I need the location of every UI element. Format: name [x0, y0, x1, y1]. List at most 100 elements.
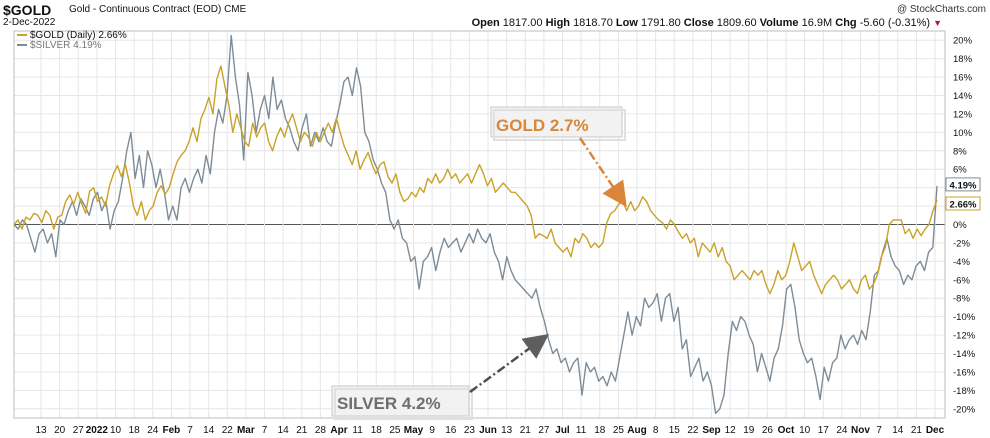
x-tick-label: 15	[669, 425, 681, 436]
stat-label-low: Low	[615, 17, 641, 29]
x-tick-label: 24	[147, 425, 159, 436]
stat-label-close: Close	[683, 17, 717, 29]
x-tick-label: Aug	[627, 425, 646, 436]
x-tick-label: May	[404, 425, 424, 436]
y-tick-label: -4%	[953, 257, 970, 268]
legend-item-gold: $GOLD (Daily) 2.66%	[17, 30, 127, 41]
series-lines	[13, 34, 938, 415]
stat-label-chg: Chg	[835, 17, 860, 29]
y-tick-label: -18%	[953, 386, 976, 397]
x-tick-label: 19	[743, 425, 755, 436]
x-tick-label: 7	[262, 425, 268, 436]
x-tick-label: 26	[762, 425, 774, 436]
legend-item-silver: $SILVER 4.19%	[17, 40, 102, 51]
gridlines	[14, 31, 945, 418]
x-tick-label: 13	[501, 425, 513, 436]
x-tick-label: 22	[222, 425, 234, 436]
x-tick-label: 16	[445, 425, 457, 436]
y-tick-label: -8%	[953, 294, 970, 305]
instrument-name: Gold - Continuous Contract (EOD)	[69, 4, 222, 15]
y-tick-label: 16%	[953, 73, 973, 84]
x-tick-label: 7	[187, 425, 193, 436]
axes: 20%18%16%14%12%10%8%6%4%2%0%-2%-4%-6%-8%…	[13, 30, 981, 436]
x-tick-label: Jul	[555, 425, 570, 436]
stat-value-close: 1809.60	[716, 17, 760, 29]
y-tick-label: 12%	[953, 109, 973, 120]
down-arrow-icon: ▼	[933, 18, 942, 28]
x-tick-label: 9	[429, 425, 435, 436]
gold-last-value-badge: 2.66%	[945, 196, 981, 211]
x-tick-label: 22	[687, 425, 699, 436]
x-tick-label: 7	[876, 425, 882, 436]
stat-value-high: 1818.70	[573, 17, 616, 29]
x-tick-label: Feb	[162, 425, 180, 436]
x-tick-label: Nov	[851, 425, 870, 436]
x-tick-label: 24	[836, 425, 848, 436]
x-tick-label: 23	[464, 425, 476, 436]
legend: $GOLD (Daily) 2.66%$SILVER 4.19%	[17, 30, 127, 51]
gold-series-line	[13, 65, 938, 295]
x-tick-label: 14	[892, 425, 904, 436]
x-tick-label: 2022	[86, 425, 109, 436]
legend-label: $SILVER 4.19%	[30, 40, 102, 51]
badge-text: 2.66%	[950, 199, 977, 210]
x-tick-label: Jun	[479, 425, 497, 436]
x-tick-label: 21	[296, 425, 308, 436]
chart-date: 2-Dec-2022	[3, 17, 56, 28]
legend-value: 2.66%	[98, 30, 126, 41]
y-tick-label: -10%	[953, 312, 976, 323]
x-tick-label: 17	[818, 425, 830, 436]
silver-series-line	[13, 34, 938, 415]
x-tick-label: 8	[653, 425, 659, 436]
annotation-shadow	[334, 388, 473, 420]
badge-text: 4.19%	[950, 180, 977, 191]
gold-annotation: GOLD 2.7%	[490, 106, 627, 208]
y-tick-label: -6%	[953, 275, 970, 286]
annotation-box	[490, 106, 623, 138]
annotation-arrow	[578, 137, 627, 208]
stat-value-low: 1791.80	[640, 17, 684, 29]
annotation-arrow	[469, 334, 550, 394]
annotation-text: GOLD 2.7%	[496, 116, 589, 135]
x-tick-label: 13	[35, 425, 47, 436]
x-tick-label: 28	[315, 425, 327, 436]
y-tick-label: -16%	[953, 367, 976, 378]
annotation-text: SILVER 4.2%	[337, 394, 441, 413]
x-tick-label: 27	[538, 425, 550, 436]
x-tick-label: 20	[54, 425, 66, 436]
x-tick-label: 21	[520, 425, 532, 436]
stat-value-volume: 16.9M	[801, 17, 836, 29]
y-tick-label: 0%	[953, 220, 967, 231]
x-tick-label: 10	[110, 425, 122, 436]
x-tick-label: Mar	[237, 425, 255, 436]
x-tick-label: 12	[725, 425, 737, 436]
y-tick-label: 6%	[953, 165, 967, 176]
x-tick-label: 14	[203, 425, 215, 436]
x-tick-label: 25	[389, 425, 401, 436]
annotation-shadow	[493, 109, 626, 141]
y-tick-label: 20%	[953, 36, 973, 47]
chart-description: Gold - Continuous Contract (EOD) CME	[69, 4, 246, 15]
x-tick-label: 10	[799, 425, 811, 436]
legend-label: $GOLD (Daily) 2.66%	[30, 30, 127, 41]
legend-value: 4.19%	[73, 40, 101, 51]
x-tick-label: 21	[911, 425, 923, 436]
silver-annotation: SILVER 4.2%	[331, 334, 550, 420]
y-tick-label: -14%	[953, 349, 976, 360]
stat-value-open: 1817.00	[502, 17, 546, 29]
brand-watermark[interactable]: @ StockCharts.com	[896, 4, 986, 15]
y-tick-label: 8%	[953, 146, 967, 157]
x-tick-label: 11	[576, 425, 587, 436]
stat-label-open: Open	[471, 17, 503, 29]
y-tick-label: 18%	[953, 54, 973, 65]
badge-box	[945, 196, 981, 211]
exchange-label: CME	[224, 4, 247, 15]
stat-label-volume: Volume	[759, 17, 802, 29]
y-tick-label: -20%	[953, 404, 976, 415]
x-tick-label: 11	[352, 425, 363, 436]
stat-label-high: High	[545, 17, 574, 29]
quote-stats: Open 1817.00 High 1818.70 Low 1791.80 Cl…	[472, 17, 942, 29]
annotations: GOLD 2.7% SILVER 4.2%	[331, 106, 627, 420]
annotation-box	[331, 385, 470, 417]
